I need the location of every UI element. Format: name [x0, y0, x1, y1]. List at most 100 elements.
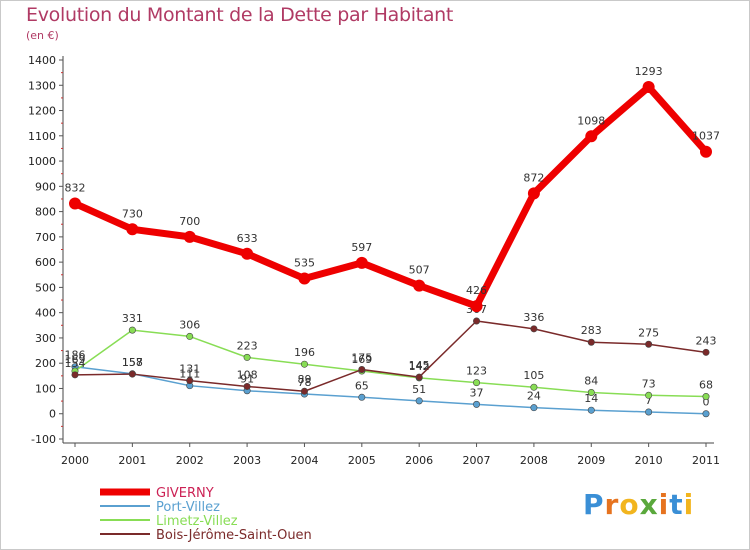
data-label: 283 — [581, 324, 602, 337]
data-label: 0 — [703, 396, 710, 409]
data-point — [527, 187, 540, 200]
data-label: 700 — [179, 215, 200, 228]
y-tick-label: 1400 — [28, 54, 56, 67]
series-line — [73, 83, 709, 310]
data-label: 37 — [470, 386, 484, 399]
data-point — [183, 230, 196, 243]
data-label: 68 — [699, 379, 713, 392]
data-label: 131 — [179, 363, 200, 376]
data-point — [702, 410, 710, 418]
data-point — [700, 145, 712, 158]
data-label: 1293 — [635, 65, 663, 78]
data-label: 186 — [65, 349, 86, 362]
data-label: 243 — [696, 334, 717, 347]
data-label: 14 — [584, 392, 598, 405]
data-label: 108 — [237, 368, 258, 381]
data-point — [415, 397, 423, 405]
data-label: 336 — [523, 311, 544, 324]
data-point — [645, 391, 653, 399]
data-point — [128, 326, 136, 334]
data-point — [415, 373, 423, 381]
x-tick-label: 2006 — [405, 454, 433, 467]
data-label: 145 — [409, 359, 430, 372]
data-label: 105 — [523, 369, 544, 382]
data-label: 1037 — [692, 130, 720, 143]
data-point — [71, 371, 79, 379]
logo-letter: x — [639, 488, 659, 521]
x-tick-label: 2009 — [577, 454, 605, 467]
series-line — [74, 365, 707, 415]
data-point — [530, 325, 538, 333]
data-point — [241, 247, 254, 260]
data-point — [300, 360, 308, 368]
data-label: 169 — [351, 353, 372, 366]
data-label: 7 — [645, 394, 652, 407]
y-tick-label: 1300 — [28, 79, 56, 92]
data-label: 730 — [122, 207, 143, 220]
data-label: 154 — [65, 357, 86, 370]
data-label: 157 — [122, 356, 143, 369]
data-point — [128, 370, 136, 378]
y-tick-label: 400 — [35, 307, 56, 320]
y-tick-label: 300 — [35, 332, 56, 345]
series-line — [74, 329, 707, 398]
series-line — [74, 320, 707, 392]
data-point — [413, 279, 426, 292]
data-label: 123 — [466, 365, 487, 378]
data-point — [186, 377, 194, 385]
data-point — [358, 393, 366, 401]
data-point — [702, 348, 710, 356]
y-tick-label: 0 — [49, 408, 56, 421]
data-point — [355, 256, 368, 269]
data-label: 331 — [122, 312, 143, 325]
data-point — [300, 387, 308, 395]
data-point — [243, 382, 251, 390]
data-label: 306 — [179, 318, 200, 331]
data-point — [126, 223, 139, 236]
data-label: 872 — [523, 171, 544, 184]
data-point — [585, 130, 598, 143]
data-label: 84 — [584, 375, 598, 388]
data-label: 89 — [297, 373, 311, 386]
data-label: 196 — [294, 346, 315, 359]
logo-letter: P — [583, 488, 605, 521]
data-point — [470, 300, 483, 313]
y-tick-label: 1000 — [28, 155, 56, 168]
x-tick-label: 2000 — [61, 454, 89, 467]
data-label: 111 — [179, 368, 200, 381]
legend-label: Bois-Jérôme-Saint-Ouen — [156, 528, 312, 543]
data-point — [358, 366, 366, 374]
data-point — [473, 317, 481, 325]
data-label: 597 — [351, 241, 372, 254]
y-tick-label: 100 — [35, 382, 56, 395]
y-tick-label: 600 — [35, 256, 56, 269]
y-tick-label: -100 — [31, 433, 56, 446]
data-label: 507 — [409, 264, 430, 277]
data-label: 426 — [466, 284, 487, 297]
data-label: 24 — [527, 390, 541, 403]
proxiti-logo: Proxiti — [583, 488, 694, 521]
data-point — [186, 332, 194, 340]
data-label: 91 — [240, 373, 254, 386]
data-label: 223 — [237, 339, 258, 352]
data-point — [587, 406, 595, 414]
y-tick-label: 800 — [35, 206, 56, 219]
data-label: 535 — [294, 257, 315, 270]
x-tick-label: 2007 — [463, 454, 491, 467]
data-label: 78 — [297, 376, 311, 389]
x-tick-label: 2011 — [692, 454, 720, 467]
data-label: 169 — [65, 353, 86, 366]
x-tick-label: 2008 — [520, 454, 548, 467]
y-tick-label: 700 — [35, 231, 56, 244]
data-label: 65 — [355, 379, 369, 392]
logo-letter: o — [619, 488, 640, 521]
y-tick-label: 1200 — [28, 105, 56, 118]
data-label: 633 — [237, 232, 258, 245]
chart-title: Evolution du Montant de la Dette par Hab… — [26, 4, 454, 26]
legend-label: Port-Villez — [156, 500, 220, 515]
data-point — [645, 340, 653, 348]
data-point — [587, 338, 595, 346]
data-point — [530, 404, 538, 412]
chart-unit-label: (en €) — [26, 29, 59, 42]
